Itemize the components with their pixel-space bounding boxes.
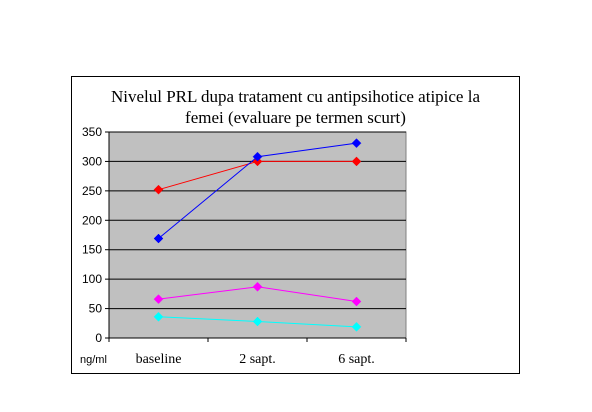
series-2-point-2 <box>351 296 362 307</box>
x-tick-label-2: 6 sapt. <box>338 352 375 367</box>
x-tick-label-1: 2 sapt. <box>239 352 276 367</box>
y-tick-label-250: 250 <box>82 184 102 198</box>
series-1-point-0 <box>153 233 164 244</box>
series-3-point-2 <box>351 321 362 332</box>
y-unit-label: ng/ml <box>80 354 107 366</box>
y-tick-label-100: 100 <box>82 272 102 286</box>
y-tick-label-0: 0 <box>95 331 102 345</box>
y-tick-label-350: 350 <box>82 125 102 139</box>
series-2-point-0 <box>153 294 164 305</box>
series-3-point-0 <box>153 311 164 322</box>
chart-title-line-2: femei (evaluare pe termen scurt) <box>185 108 406 127</box>
y-tick-label-200: 200 <box>82 213 102 227</box>
x-tick-label-0: baseline <box>136 352 182 367</box>
series-3-point-1 <box>252 316 263 327</box>
series-0-point-0 <box>153 184 164 195</box>
series-1-point-1 <box>252 151 263 162</box>
series-1-point-2 <box>351 138 362 149</box>
y-tick-label-50: 50 <box>89 302 103 316</box>
chart-title: Nivelul PRL dupa tratament cu antipsihot… <box>71 86 520 128</box>
y-tick-label-150: 150 <box>82 243 102 257</box>
series-2-point-1 <box>252 281 263 292</box>
series-0-point-2 <box>351 156 362 167</box>
chart-title-line-1: Nivelul PRL dupa tratament cu antipsihot… <box>110 87 480 106</box>
y-tick-label-300: 300 <box>82 154 102 168</box>
